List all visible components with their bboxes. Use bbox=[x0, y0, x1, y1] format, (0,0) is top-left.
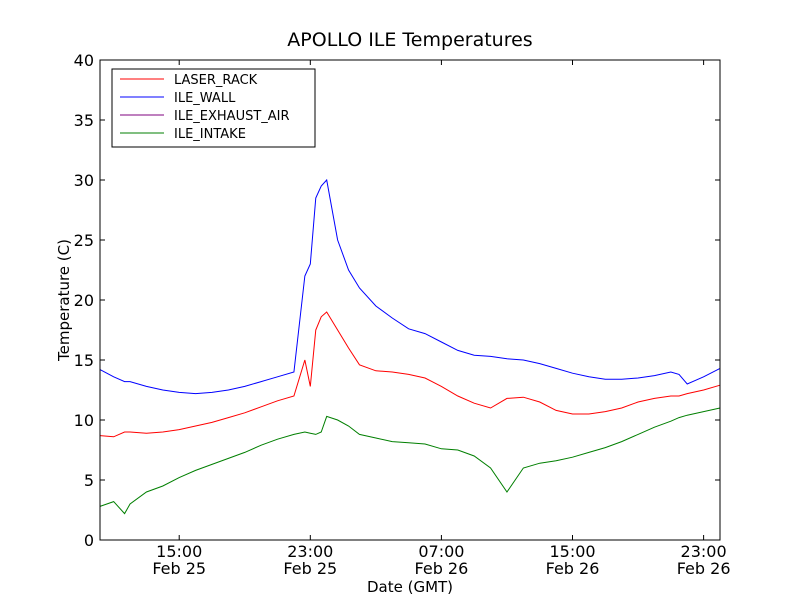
y-tick-label: 25 bbox=[74, 231, 94, 250]
y-tick-label: 0 bbox=[84, 531, 94, 550]
y-axis-label: Temperature (C) bbox=[55, 239, 73, 362]
legend-label-ile-intake: ILE_INTAKE bbox=[174, 127, 246, 142]
x-tick-label-date: Feb 26 bbox=[546, 559, 600, 578]
y-tick-label: 5 bbox=[84, 471, 94, 490]
y-tick-label: 10 bbox=[74, 411, 94, 430]
legend-box bbox=[111, 68, 316, 148]
series-line-ile-intake bbox=[99, 407, 721, 515]
x-tick-label-time: 15:00 bbox=[549, 542, 595, 561]
series-line-laser-rack bbox=[99, 311, 721, 438]
x-tick-label-time: 15:00 bbox=[156, 542, 202, 561]
x-tick-label-date: Feb 26 bbox=[677, 559, 731, 578]
chart-title: APOLLO ILE Temperatures bbox=[287, 29, 532, 51]
x-tick-label-date: Feb 26 bbox=[415, 559, 469, 578]
legend-label-laser-rack: LASER_RACK bbox=[174, 73, 258, 88]
series-layer bbox=[99, 178, 721, 515]
legend: LASER_RACK ILE_WALL ILE_EXHAUST_AIR ILE_INT… bbox=[111, 68, 316, 148]
y-tick-label: 20 bbox=[74, 291, 94, 310]
y-tick-label: 35 bbox=[74, 111, 94, 130]
x-axis-label: Date (GMT) bbox=[367, 578, 453, 596]
legend-label-ile-exhaust-air: ILE_EXHAUST_AIR bbox=[174, 109, 290, 124]
legend-label-ile-wall: ILE_WALL bbox=[174, 91, 236, 106]
y-tick-label: 15 bbox=[74, 351, 94, 370]
y-axis: 0 5 10 15 20 25 30 35 40 bbox=[74, 51, 720, 550]
x-tick-label-date: Feb 25 bbox=[152, 559, 206, 578]
x-tick-label-time: 23:00 bbox=[287, 542, 333, 561]
y-tick-label: 30 bbox=[74, 171, 94, 190]
series-line-ile-wall bbox=[99, 178, 721, 395]
x-tick-label-time: 23:00 bbox=[681, 542, 727, 561]
x-tick-label-date: Feb 25 bbox=[283, 559, 337, 578]
x-tick-label-time: 07:00 bbox=[418, 542, 464, 561]
y-tick-label: 40 bbox=[74, 51, 94, 70]
